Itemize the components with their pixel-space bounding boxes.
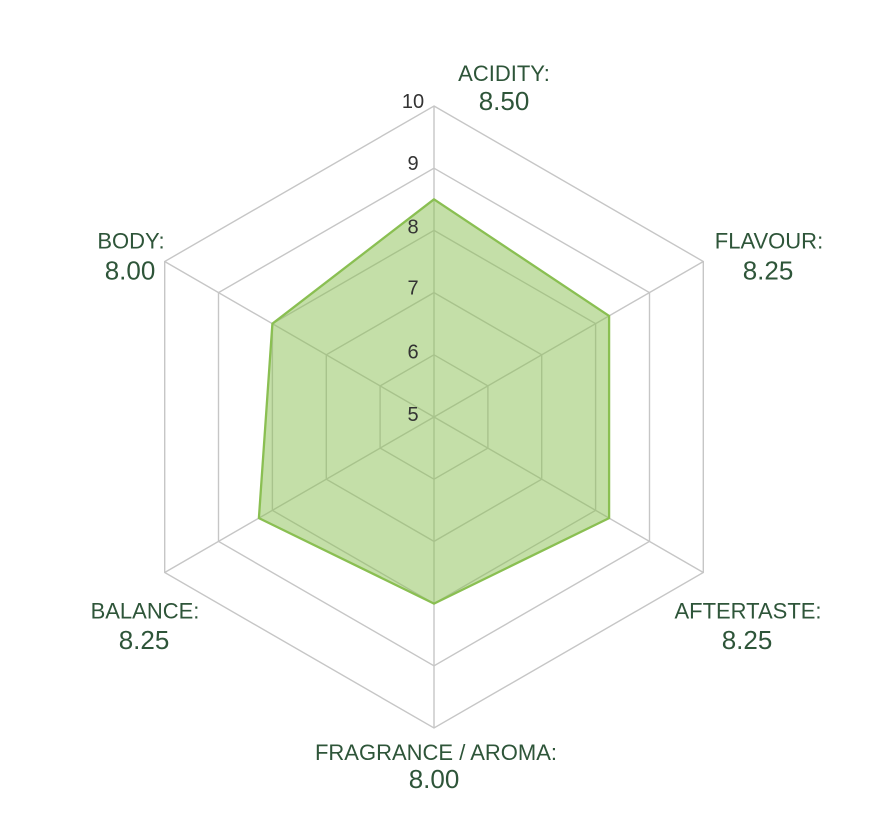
svg-text:BODY:: BODY: xyxy=(97,229,164,254)
svg-text:7: 7 xyxy=(407,278,418,300)
svg-text:8.25: 8.25 xyxy=(119,625,170,655)
svg-text:AFTERTASTE:: AFTERTASTE: xyxy=(674,599,821,624)
svg-text:FRAGRANCE / AROMA:: FRAGRANCE / AROMA: xyxy=(315,740,557,765)
svg-text:BALANCE:: BALANCE: xyxy=(91,599,200,624)
svg-text:8.25: 8.25 xyxy=(743,256,794,286)
svg-text:8.50: 8.50 xyxy=(479,86,530,116)
svg-text:9: 9 xyxy=(407,153,418,175)
svg-text:8.25: 8.25 xyxy=(722,625,773,655)
svg-text:8.00: 8.00 xyxy=(105,256,156,286)
svg-text:6: 6 xyxy=(407,342,418,364)
svg-text:FLAVOUR:: FLAVOUR: xyxy=(715,229,823,254)
svg-text:ACIDITY:: ACIDITY: xyxy=(458,61,550,86)
svg-text:8.00: 8.00 xyxy=(409,764,460,794)
svg-text:10: 10 xyxy=(402,91,424,113)
svg-text:8: 8 xyxy=(407,216,418,238)
svg-text:5: 5 xyxy=(407,404,418,426)
